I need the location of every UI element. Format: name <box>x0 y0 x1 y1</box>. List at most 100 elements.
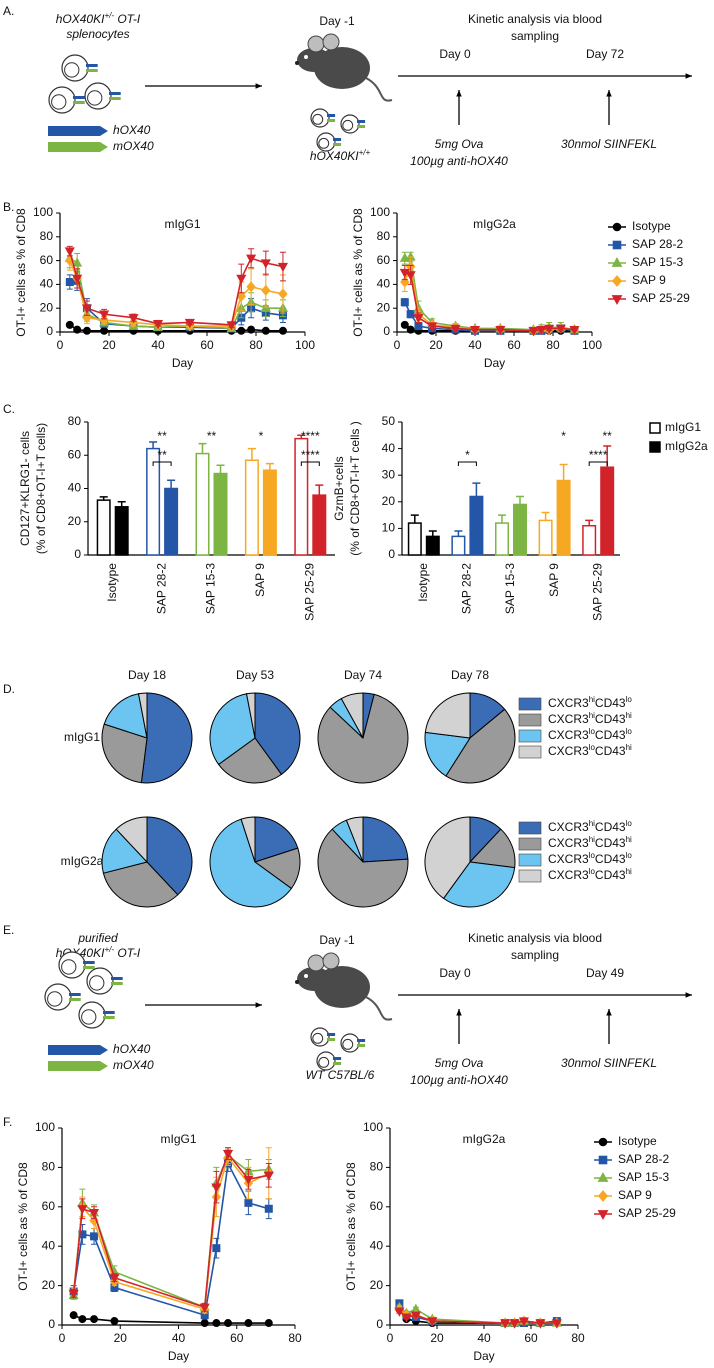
cells-label: hOX40KI+/- OT-I <box>56 11 141 26</box>
data-point <box>237 326 246 335</box>
legend-marker <box>597 1172 609 1182</box>
legend-label: CXCR3loCD43hi <box>548 743 632 758</box>
arrow-head <box>255 1002 262 1008</box>
y-axis-label: CD127+KLRG1- cells <box>18 431 32 546</box>
legend-label: CXCR3hiCD43lo <box>548 695 632 710</box>
legend-label: CXCR3loCD43hi <box>548 867 632 882</box>
data-point <box>264 1319 273 1328</box>
pie-title: Day 78 <box>451 668 489 682</box>
superscript: hi <box>626 867 632 876</box>
data-point <box>427 322 438 332</box>
receptor-label: hOX40 <box>113 123 151 137</box>
pie-slice <box>217 737 283 784</box>
receptor <box>111 982 123 985</box>
data-point <box>222 1149 234 1160</box>
transfer-day: Day -1 <box>319 14 355 28</box>
significance-label: **** <box>301 429 320 443</box>
data-point <box>82 326 91 335</box>
text-part: CD43 <box>595 744 626 758</box>
data-point <box>77 1205 88 1215</box>
data-point <box>69 1311 78 1320</box>
y-tick-label: 80 <box>42 1160 56 1174</box>
y-tick-label: 80 <box>370 1160 384 1174</box>
row-label: mIgG2a <box>61 854 104 868</box>
legend-swatch <box>518 745 542 759</box>
significance-bracket <box>152 461 172 466</box>
data-point <box>528 327 539 337</box>
error-bar <box>149 441 158 449</box>
nucleus <box>89 975 105 991</box>
pie-slice <box>317 828 409 908</box>
data-point <box>64 247 75 257</box>
superscript: hi <box>626 743 632 752</box>
x-tick-label: 60 <box>200 338 214 352</box>
error-bar <box>247 447 256 461</box>
y-tick-label: 40 <box>40 277 54 291</box>
text-part: CXCR3 <box>548 744 589 758</box>
x-tick-label: 20 <box>114 1331 128 1345</box>
receptor <box>69 998 81 1001</box>
chart-title: mIgG1 <box>164 217 200 231</box>
mouse-tail <box>365 996 393 1021</box>
x-axis-label: Day <box>172 356 193 370</box>
legend-marker <box>598 1155 608 1165</box>
significance-label: * <box>465 448 470 462</box>
pie-slice <box>424 731 471 777</box>
chart-title: mIgG2a <box>473 217 516 231</box>
error-bar <box>198 442 207 454</box>
data-point <box>244 1319 253 1328</box>
pie-slice <box>254 692 301 776</box>
x-tick-label: 100 <box>295 338 315 352</box>
receptor <box>357 120 366 123</box>
receptor <box>357 1044 366 1047</box>
error-bar <box>167 479 176 489</box>
y-tick-label: 0 <box>388 547 395 561</box>
receptor-key <box>48 126 108 136</box>
data-point <box>413 314 424 324</box>
panel-label: D. <box>3 682 15 696</box>
text-part: hOX40KI <box>56 12 105 26</box>
treatment: 100µg anti-hOX40 <box>410 1073 508 1087</box>
timeline-day: Day 49 <box>586 966 624 980</box>
y-axis-label: (% of CD8+OT-I+T cells ) <box>348 421 362 555</box>
x-tick-label: 0 <box>387 1331 394 1345</box>
significance-label: * <box>259 429 264 443</box>
bar <box>213 472 228 556</box>
x-tick-label: 100 <box>582 338 602 352</box>
data-point <box>99 310 110 320</box>
cells-label: splenocytes <box>66 27 129 41</box>
text-part: CD43 <box>595 728 626 742</box>
nucleus <box>61 959 77 975</box>
panel-label: A. <box>3 4 14 18</box>
text-part: CXCR3 <box>548 712 589 726</box>
data-point <box>263 1171 274 1181</box>
data-point <box>536 325 547 336</box>
data-point <box>72 257 83 267</box>
nucleus <box>51 94 67 110</box>
x-tick-label: SAP 28-2 <box>154 563 168 614</box>
bar <box>114 506 129 556</box>
y-tick-label: 100 <box>33 205 53 219</box>
arrow-head <box>456 1009 462 1016</box>
legend-label: Isotype <box>618 1134 657 1148</box>
x-axis-label: Day <box>168 1349 189 1363</box>
pie-slice <box>209 818 293 908</box>
x-tick-label: 60 <box>507 338 521 352</box>
receptor <box>86 69 98 72</box>
y-tick-label: 0 <box>74 547 81 561</box>
receptor <box>111 977 123 980</box>
text-part: CXCR3 <box>548 696 589 710</box>
legend-label: SAP 25-29 <box>632 291 690 305</box>
x-tick-label: 0 <box>59 1331 66 1345</box>
text-part: CXCR3 <box>548 868 589 882</box>
data-point <box>68 1289 79 1300</box>
nucleus <box>312 1032 324 1044</box>
data-point <box>226 321 237 331</box>
legend-marker <box>597 1210 609 1220</box>
data-point <box>81 304 92 314</box>
superscript: +/+ <box>359 148 371 157</box>
data-point <box>82 312 92 324</box>
superscript: +/- <box>104 945 114 954</box>
receptor <box>333 143 342 146</box>
